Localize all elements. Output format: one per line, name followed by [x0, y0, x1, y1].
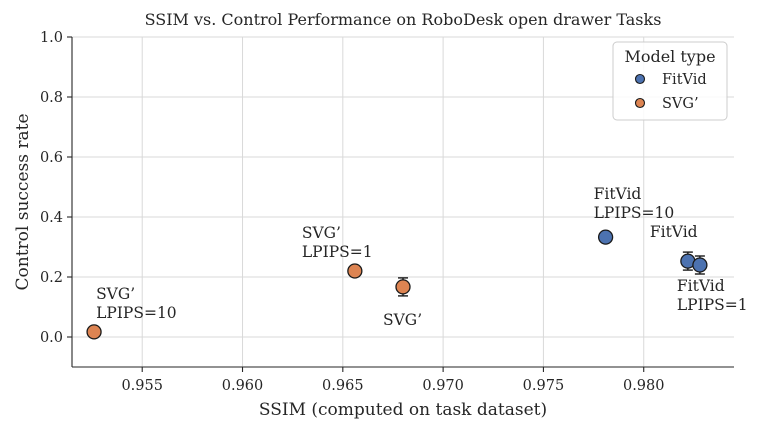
- data-point-svg: [395, 279, 411, 295]
- legend-marker: [634, 73, 646, 85]
- legend-entry-label: SVG’: [662, 96, 699, 112]
- x-tick-label: 0.965: [322, 378, 364, 394]
- point-annotation: SVG’: [383, 311, 422, 329]
- x-axis-label: SSIM (computed on task dataset): [259, 400, 547, 420]
- chart-title: SSIM vs. Control Performance on RoboDesk…: [145, 10, 662, 29]
- point-annotation: FitVid LPIPS=10: [594, 185, 675, 222]
- x-tick-label: 0.970: [422, 378, 464, 394]
- point-annotation: FitVid: [650, 223, 698, 241]
- data-point-svg: [86, 324, 102, 340]
- data-point-svg: [347, 263, 363, 279]
- legend-title: Model type: [624, 47, 715, 66]
- y-tick-label: 0.8: [40, 90, 63, 106]
- y-tick-label: 0.2: [40, 270, 63, 286]
- legend-marker: [634, 97, 646, 109]
- y-tick-label: 0.4: [40, 210, 63, 226]
- y-tick-label: 0.6: [40, 150, 63, 166]
- point-annotation: SVG’ LPIPS=1: [302, 224, 373, 261]
- point-annotation: FitVid LPIPS=1: [677, 277, 748, 314]
- y-tick-label: 0.0: [40, 330, 63, 346]
- y-axis-label: Control success rate: [13, 113, 33, 290]
- legend-entry-label: FitVid: [662, 72, 707, 88]
- x-tick-label: 0.955: [121, 378, 163, 394]
- point-annotation: SVG’ LPIPS=10: [96, 285, 177, 322]
- y-tick-label: 1.0: [40, 30, 63, 46]
- x-tick-label: 0.960: [222, 378, 264, 394]
- data-point-fitvid: [597, 229, 614, 245]
- data-point-fitvid: [692, 257, 708, 273]
- x-tick-label: 0.980: [623, 378, 665, 394]
- x-tick-label: 0.975: [523, 378, 565, 394]
